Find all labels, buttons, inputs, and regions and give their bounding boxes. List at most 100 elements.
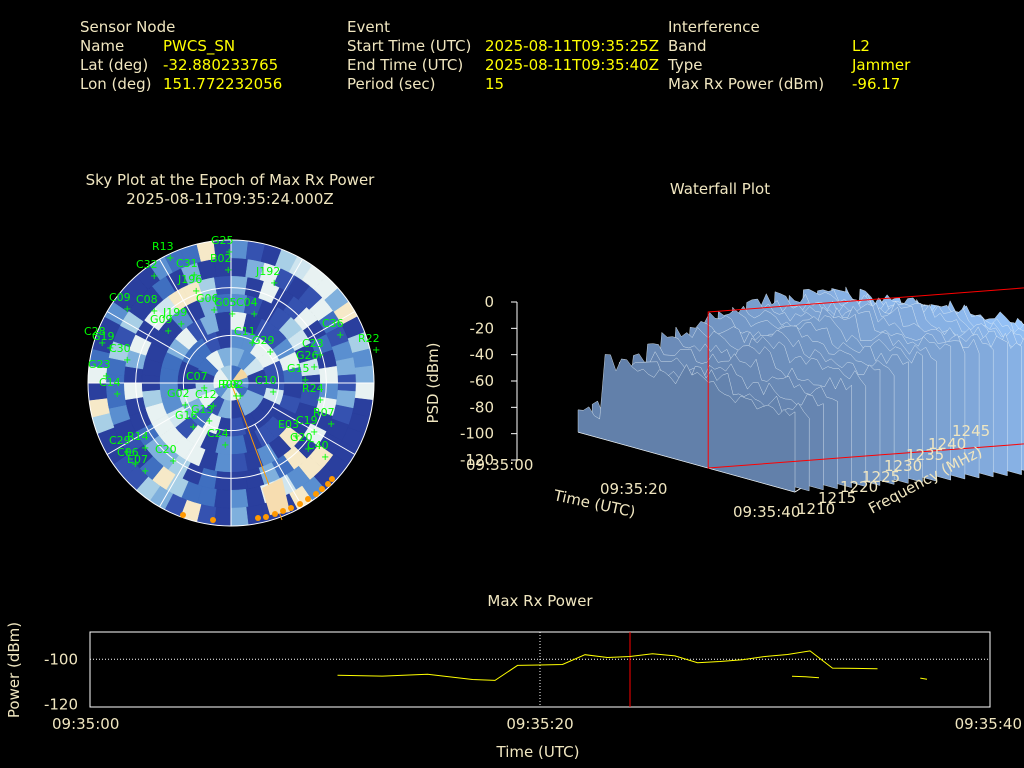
satellite-marker: + (228, 309, 236, 320)
satellite-label: G09 (150, 313, 173, 326)
satellite-label: E07 (127, 453, 148, 466)
period-label: Period (sec) (347, 75, 436, 93)
end-time-label: End Time (UTC) (347, 56, 464, 74)
satellite-label: C19 (296, 414, 318, 427)
satellite-marker: + (321, 452, 329, 463)
satellite-marker: + (327, 419, 335, 430)
satellite-label: G02 (167, 387, 190, 400)
satellite-label: R02 (222, 378, 244, 391)
satellite-label: G15 (287, 362, 310, 375)
satellite-marker: + (224, 265, 232, 276)
satellite-label: C09 (109, 291, 131, 304)
sky-spoke (106, 311, 190, 360)
sky-spoke (159, 424, 208, 508)
end-time-value: 2025-08-11T09:35:40Z (485, 56, 659, 74)
satellite-label: C08 (136, 293, 158, 306)
satellite-label: G26 (296, 349, 319, 362)
edge-marker (297, 501, 303, 507)
type-value: Jammer (852, 56, 911, 74)
satellite-label: C30 (109, 342, 131, 355)
satellite-label: J196 (177, 273, 202, 286)
satellite-label: C40 (307, 439, 329, 452)
mx-x-tick-label: 09:35:40 (955, 715, 1022, 733)
edge-marker (263, 514, 269, 520)
wf-y-tick-label: 1225 (862, 468, 900, 486)
epoch-marker-plane (707, 287, 1024, 469)
waterfall-title: Waterfall Plot (669, 180, 771, 198)
satellite-marker: + (131, 459, 139, 470)
edge-marker (210, 517, 216, 523)
satellite-marker: + (192, 286, 200, 297)
mx-power-line (337, 650, 878, 681)
satellite-label: C14 (99, 376, 121, 389)
wf-zlabel: PSD (dBm) (424, 342, 442, 423)
lat-label: Lat (deg) (80, 56, 149, 74)
waterfall-slice (577, 354, 796, 493)
band-label: Band (668, 37, 707, 55)
edge-marker (305, 496, 311, 502)
satellite-marker: + (304, 444, 312, 455)
satellite-label: C36 (322, 317, 344, 330)
satellite-marker: + (169, 456, 177, 467)
edge-marker (319, 486, 325, 492)
satellite-label: C10 (255, 374, 277, 387)
sky-spoke (272, 311, 356, 360)
satellite-marker: + (141, 443, 149, 454)
satellite-label: C11 (234, 325, 256, 338)
edge-marker (313, 491, 319, 497)
start-time-label: Start Time (UTC) (347, 37, 472, 55)
satellite-label: R22 (358, 332, 380, 345)
sky-spoke (159, 258, 208, 342)
satellite-marker: + (310, 362, 318, 373)
satellite-label: G29 (252, 334, 275, 347)
mx-xlabel: Time (UTC) (496, 743, 580, 761)
satellite-marker: + (123, 304, 131, 315)
satellite-label: B02 (210, 252, 232, 265)
sky-plot-subtitle: 2025-08-11T09:35:24.000Z (126, 190, 334, 208)
satellite-marker: + (250, 309, 258, 320)
satellite-label: J192 (255, 265, 280, 278)
wf-z-tick-label: -60 (470, 372, 495, 390)
satellite-label: C23 (302, 337, 324, 350)
wf-z-tick-label: -100 (460, 425, 494, 443)
edge-marker (180, 512, 186, 518)
satellite-label: R24 (302, 382, 324, 395)
lon-label: Lon (deg) (80, 75, 152, 93)
satellite-label: R13 (152, 240, 174, 253)
satellite-marker: + (164, 326, 172, 337)
satellite-label: C32 (136, 258, 158, 271)
satellite-marker: + (98, 338, 106, 349)
satellite-label: G25 (211, 234, 234, 247)
mx-x-tick-label: 09:35:00 (52, 715, 119, 733)
wf-z-tick-label: -20 (470, 319, 495, 337)
wf-y-tick-label: 1235 (906, 446, 944, 464)
satellite-marker: + (200, 383, 208, 394)
edge-marker (288, 505, 294, 511)
edge-marker (280, 508, 286, 514)
sky-spoke (106, 406, 190, 455)
satellite-marker: + (221, 440, 229, 451)
satellite-marker: + (166, 253, 174, 264)
start-time-value: 2025-08-11T09:35:25Z (485, 37, 659, 55)
satellite-label: C20 (155, 443, 177, 456)
satellite-marker: + (150, 306, 158, 317)
satellite-label: G13 (191, 403, 214, 416)
satellite-marker: + (123, 447, 131, 458)
satellite-marker: + (190, 270, 198, 281)
satellite-marker: + (316, 395, 324, 406)
wf-y-tick-label: 1215 (818, 489, 856, 507)
max-rx-title: Max Rx Power (487, 592, 593, 610)
satellite-label: C28 (84, 325, 106, 338)
satellite-label: C12 (195, 388, 217, 401)
satellite-marker: + (316, 350, 324, 361)
satellite-label: C04 (236, 296, 258, 309)
satellite-label: G19 (92, 330, 115, 343)
satellite-label: C31 (176, 257, 198, 270)
band-value: L2 (852, 37, 870, 55)
satellite-marker: + (266, 347, 274, 358)
satellite-marker: + (225, 247, 233, 258)
satellite-marker: + (177, 319, 185, 330)
